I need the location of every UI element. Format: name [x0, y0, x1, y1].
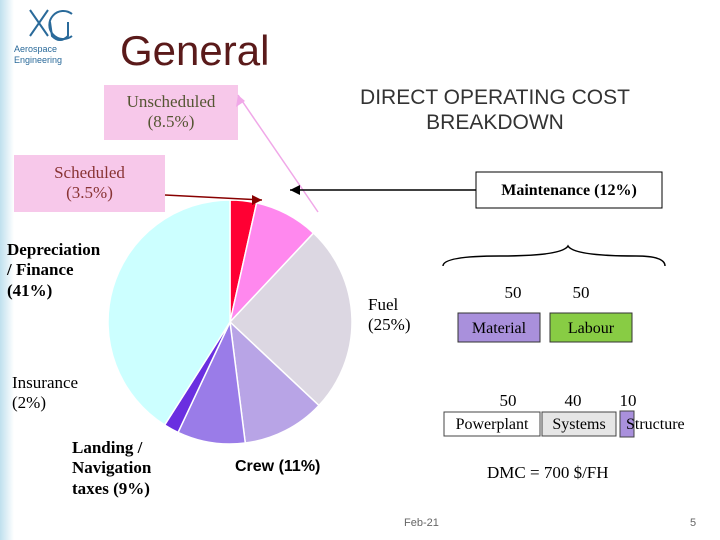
- title: General: [120, 27, 270, 74]
- split-value: 10: [619, 391, 637, 410]
- split-value: 50: [504, 283, 522, 302]
- split-label: Material: [471, 320, 527, 337]
- pie-label: Crew (11%): [235, 458, 321, 475]
- arrows: [164, 94, 666, 267]
- split-value: 50: [499, 391, 517, 410]
- split-label: Powerplant: [455, 416, 529, 433]
- page-number: 5: [690, 517, 697, 529]
- logo-text: Aerospace Engineering: [14, 44, 63, 65]
- systems-box: [541, 411, 617, 437]
- unscheduled-label: Unscheduled (8.5%): [126, 92, 216, 132]
- material-box: [457, 312, 541, 343]
- labour-box: [549, 312, 633, 343]
- unscheduled-box: [104, 85, 238, 140]
- scheduled-box: [14, 155, 165, 212]
- dmc: DMC = 700 $/FH: [487, 463, 609, 482]
- pie-slice: [228, 320, 320, 444]
- pie-label: Landing / Navigation taxes (9%): [72, 438, 152, 498]
- split-label: Systems: [552, 416, 606, 433]
- side-strip: [0, 0, 14, 540]
- logo: [29, 9, 73, 41]
- pie-label: Fuel (25%): [368, 295, 411, 335]
- structure-box: [619, 410, 635, 438]
- maintenance-box: [475, 171, 663, 209]
- subtitle: DIRECT OPERATING COST BREAKDOWN: [360, 86, 630, 135]
- date: Feb-21: [404, 517, 439, 529]
- scheduled-label: Scheduled (3.5%): [54, 163, 125, 203]
- split-label: Labour: [567, 320, 615, 337]
- pie-label: Insurance (2%): [12, 373, 79, 413]
- pie-slice: [107, 199, 231, 427]
- split-label: Structure: [626, 416, 685, 433]
- powerplant-box: [443, 411, 541, 437]
- split-value: 40: [564, 391, 582, 410]
- pie-label: Depreciation / Finance (41%): [7, 240, 101, 300]
- maintenance-label: Maintenance (12%): [501, 182, 637, 199]
- pie-slice: [228, 232, 353, 407]
- split-value: 50: [572, 283, 590, 302]
